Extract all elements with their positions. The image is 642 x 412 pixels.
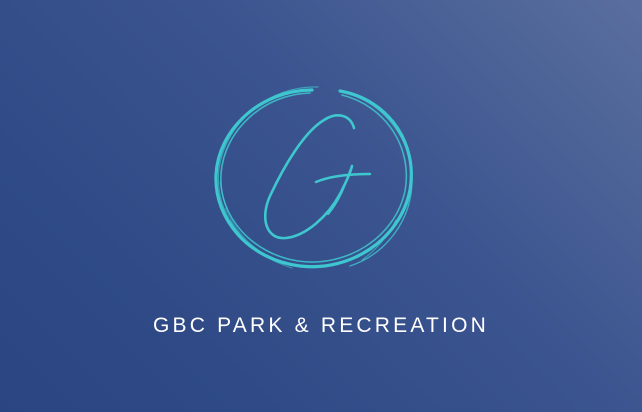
brush-circle-g-logo-icon bbox=[214, 86, 413, 269]
brand-name: GBC PARK & RECREATION bbox=[153, 314, 489, 337]
